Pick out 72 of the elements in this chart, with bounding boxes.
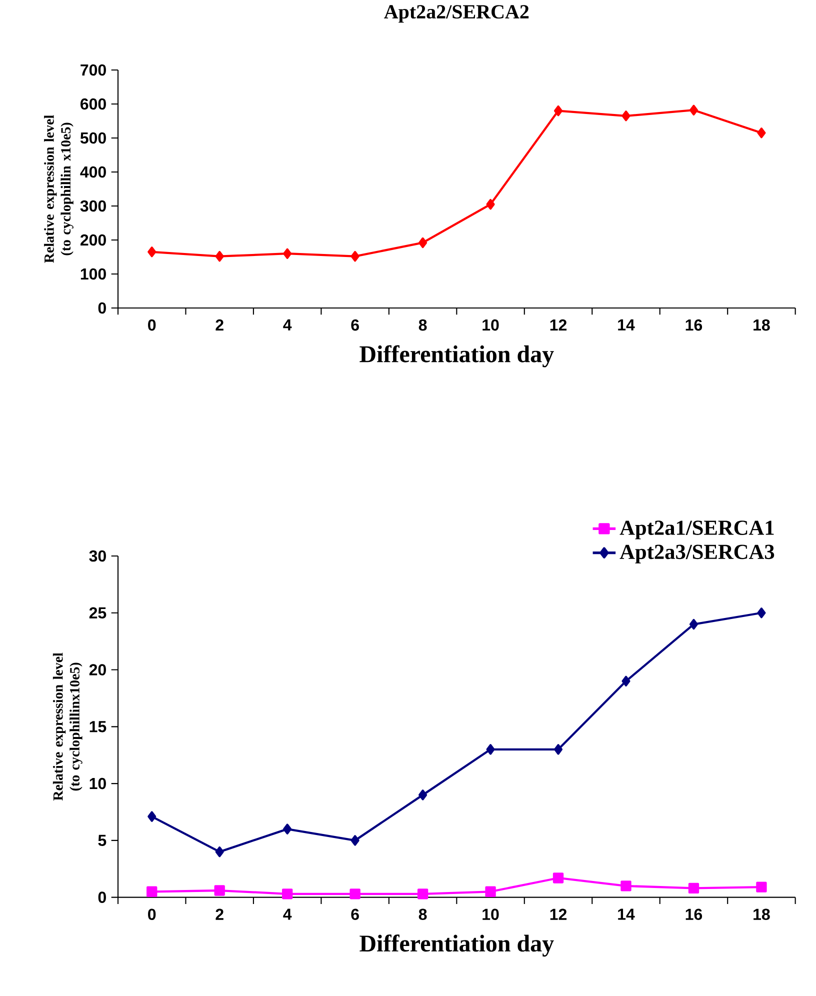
point [283,824,292,834]
x-tick-label: 10 [482,319,499,331]
point [757,128,766,138]
x-tick-label: 2 [216,908,224,920]
x-tick-label: 14 [618,319,635,330]
point [486,198,495,210]
x-tick-label: 12 [550,908,567,920]
y-tick-label: 100 [80,268,106,280]
y-tick-label: 30 [89,550,106,562]
point [417,888,428,900]
y-tick-label: 0 [98,892,106,903]
point [689,104,698,116]
x-tick-label: 16 [686,908,702,920]
point [554,744,563,755]
x-axis-title: Differentiation day [360,345,554,368]
y-axis-title: Relative expression level (to cyclophillinx10e5) [52,652,82,801]
point [350,835,360,846]
y-tick-label: 5 [98,834,106,846]
x-axis-title: Differentiation day [360,934,554,957]
point [622,110,630,122]
y-tick-label: 500 [80,132,106,144]
point [148,246,156,258]
point [282,888,293,900]
point [418,237,428,248]
y-tick-label: 400 [80,166,106,178]
point [486,744,495,755]
x-tick-label: 2 [216,319,224,331]
point [689,618,698,630]
y-tick-label: 600 [80,98,106,110]
y-tick-label: 0 [98,302,106,314]
y-axis-title: Relative expression level (to cyclophillin x10e5) [44,115,74,263]
y-tick-label: 300 [80,200,106,212]
legend-label: Apt2a3/SERCA3 [620,544,774,564]
y-tick-label: 200 [80,234,106,246]
point [757,608,766,618]
x-tick-label: 14 [618,908,635,920]
y-tick-label: 25 [89,607,106,619]
point [215,846,224,858]
point [148,811,156,822]
y-tick-label: 700 [80,64,106,76]
y-tick-label: 10 [90,778,106,790]
x-tick-label: 10 [482,908,499,920]
x-tick-label: 6 [351,908,359,920]
x-tick-label: 18 [754,908,770,920]
point [756,882,767,892]
point [620,880,632,892]
point [554,105,563,116]
legend-label: Apt2a1/SERCA1 [620,520,774,540]
point [485,886,496,897]
chart-title: Apt2a2/SERCA2 [384,5,529,23]
y-tick-label: 20 [89,664,106,676]
x-tick-label: 0 [148,908,156,920]
point [552,872,564,884]
point [283,248,292,259]
x-tick-label: 4 [283,908,292,920]
point [350,250,360,262]
x-tick-label: 4 [283,319,292,330]
y-tick-label: 15 [90,721,106,732]
x-tick-label: 18 [754,319,770,331]
point [350,888,360,900]
x-tick-label: 6 [351,319,359,331]
point [688,882,700,894]
point [622,676,630,686]
point [418,790,428,800]
x-tick-label: 12 [550,319,567,331]
x-tick-label: 0 [148,319,156,331]
point [214,885,225,896]
x-tick-label: 8 [418,319,427,331]
x-tick-label: 8 [418,908,427,920]
point [146,886,158,897]
x-tick-label: 16 [686,319,702,331]
point [215,250,224,262]
